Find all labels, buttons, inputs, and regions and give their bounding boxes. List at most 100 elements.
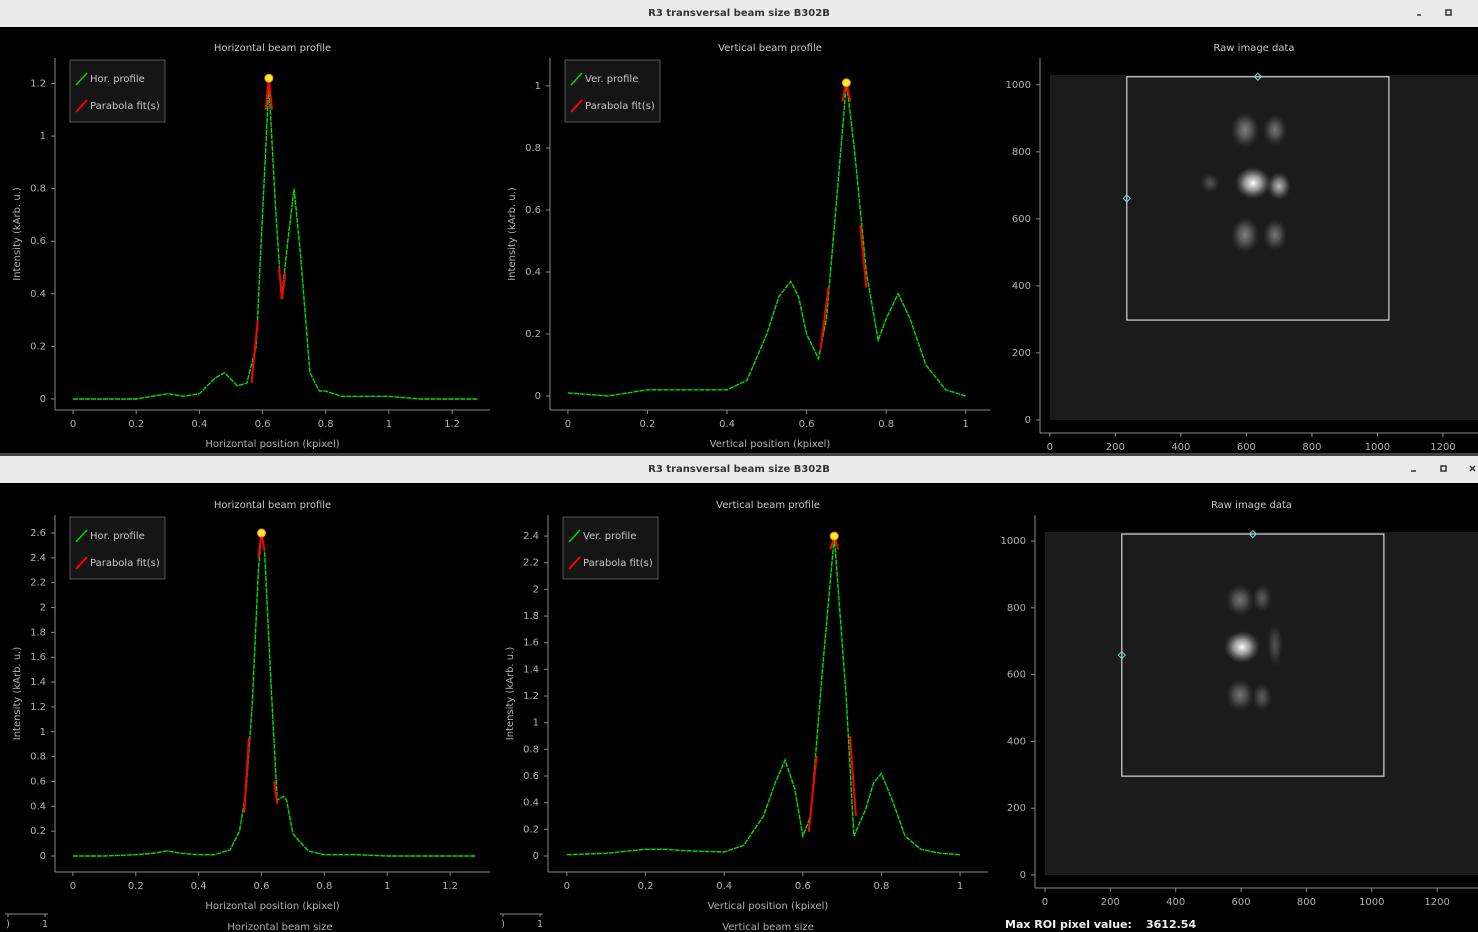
beam-spot (1252, 683, 1272, 711)
x-tick-label: 0.8 (316, 881, 332, 892)
y-tick-label: 600 (1012, 214, 1031, 225)
y-tick-label: 1 (533, 718, 539, 729)
y-tick-label: 0 (40, 394, 46, 405)
y-tick-label: 2 (533, 584, 539, 595)
y-tick-label: 0.6 (30, 236, 46, 247)
x-tick-label: 200 (1101, 897, 1120, 908)
beam-spot (1267, 172, 1291, 200)
y-tick-label: 0.6 (523, 771, 539, 782)
y-tick-label: 0.8 (523, 744, 539, 755)
y-tick-label: 2.2 (523, 558, 539, 569)
x-tick-label: 600 (1237, 442, 1256, 453)
x-tick-label: 0.2 (128, 419, 144, 430)
legend-label: Parabola fit(s) (90, 101, 160, 112)
x-tick-label: 1000 (1359, 897, 1384, 908)
y-tick-label: 0.8 (525, 143, 541, 154)
x-tick-label: 0 (1047, 442, 1053, 453)
legend-box (565, 60, 660, 122)
beam-spot (1224, 631, 1260, 663)
x-tick-label: 1 (384, 881, 390, 892)
legend-label: Parabola fit(s) (585, 101, 655, 112)
x-tick-label: 1.2 (444, 419, 460, 430)
beam-spot (1231, 112, 1259, 148)
x-tick-label: 0.4 (719, 419, 735, 430)
y-tick-label: 1.6 (523, 638, 539, 649)
x-tick-label: 1 (42, 919, 48, 930)
y-tick-label: 1000 (1001, 536, 1026, 547)
x-tick-label: 1 (537, 919, 543, 930)
x-tick-label: 200 (1106, 442, 1125, 453)
x-tick-label: 0 (564, 881, 570, 892)
beam-spot (1226, 679, 1254, 711)
x-tick-label: 1200 (1424, 897, 1449, 908)
x-axis-label: Horizontal position (kpixel) (205, 901, 339, 912)
y-tick-label: 0 (533, 851, 539, 862)
y-axis-label: Intensity (kArb. u.) (12, 647, 23, 741)
plot-title: Raw image data (1211, 500, 1292, 511)
x-tick-label: ) (501, 919, 505, 930)
y-tick-label: 0.6 (30, 776, 46, 787)
peak-marker (842, 79, 850, 87)
x-tick-label: 1000 (1365, 442, 1390, 453)
beam-spot (1252, 584, 1272, 612)
x-tick-label: 0.6 (255, 419, 271, 430)
x-tick-label: 0.6 (254, 881, 270, 892)
legend-box (563, 517, 658, 579)
stat-value: 3612.54 (1146, 918, 1196, 931)
y-tick-label: 0 (1020, 870, 1026, 881)
y-tick-label: 2.4 (30, 553, 46, 564)
legend-label: Parabola fit(s) (583, 558, 653, 569)
x-axis-label: Horizontal position (kpixel) (205, 439, 339, 450)
y-tick-label: 1 (40, 131, 46, 142)
x-tick-label: 0.4 (191, 419, 207, 430)
x-tick-label: 0 (70, 419, 76, 430)
y-tick-label: 0.2 (30, 826, 46, 837)
beam-spot (1200, 173, 1220, 193)
plot-title: Vertical beam profile (718, 43, 822, 54)
x-axis-label: Vertical position (kpixel) (710, 439, 831, 450)
plot-title: Raw image data (1213, 43, 1294, 54)
y-tick-label: 0.8 (30, 184, 46, 195)
beam-spot (1231, 217, 1259, 253)
window-title: R3 transversal beam size B302B (648, 464, 830, 475)
x-tick-label: 0 (565, 419, 571, 430)
y-tick-label: 200 (1012, 348, 1031, 359)
y-tick-label: 0.4 (30, 801, 46, 812)
plot-title: Horizontal beam profile (214, 500, 331, 511)
y-tick-label: 1.2 (30, 702, 46, 713)
y-tick-label: 1.2 (523, 691, 539, 702)
y-tick-label: 0.2 (523, 824, 539, 835)
beam-spot (1267, 623, 1283, 667)
x-tick-label: 0.2 (640, 419, 656, 430)
y-tick-label: 400 (1012, 281, 1031, 292)
y-tick-label: 600 (1007, 670, 1026, 681)
x-tick-label: 600 (1232, 897, 1251, 908)
x-tick-label: 0.6 (795, 881, 811, 892)
x-tick-label: ) (6, 919, 10, 930)
y-tick-label: 800 (1012, 147, 1031, 158)
y-axis-label: Intensity (kArb. u.) (505, 647, 516, 741)
peak-marker (830, 532, 838, 540)
x-tick-label: 1.2 (442, 881, 458, 892)
x-tick-label: 0.8 (318, 419, 334, 430)
y-tick-label: 0 (535, 391, 541, 402)
x-axis-label: Vertical position (kpixel) (708, 901, 829, 912)
y-tick-label: 1.2 (30, 78, 46, 89)
legend-label: Hor. profile (90, 74, 145, 85)
y-tick-label: 800 (1007, 603, 1026, 614)
x-tick-label: 1 (957, 881, 963, 892)
y-axis-label: Intensity (kArb. u.) (12, 187, 23, 281)
y-tick-label: 400 (1007, 736, 1026, 747)
peak-marker (257, 529, 265, 537)
y-tick-label: 0.2 (30, 341, 46, 352)
y-tick-label: 0.6 (525, 205, 541, 216)
x-tick-label: 0.8 (873, 881, 889, 892)
beam-spot (1235, 167, 1271, 199)
y-tick-label: 0.4 (525, 267, 541, 278)
legend-label: Parabola fit(s) (90, 558, 160, 569)
x-tick-label: 400 (1166, 897, 1185, 908)
page: R3 transversal beam size B302B Horizontal… (0, 0, 1478, 932)
x-tick-label: 800 (1297, 897, 1316, 908)
x-tick-label: 0 (1042, 897, 1048, 908)
y-tick-label: 0.4 (30, 289, 46, 300)
